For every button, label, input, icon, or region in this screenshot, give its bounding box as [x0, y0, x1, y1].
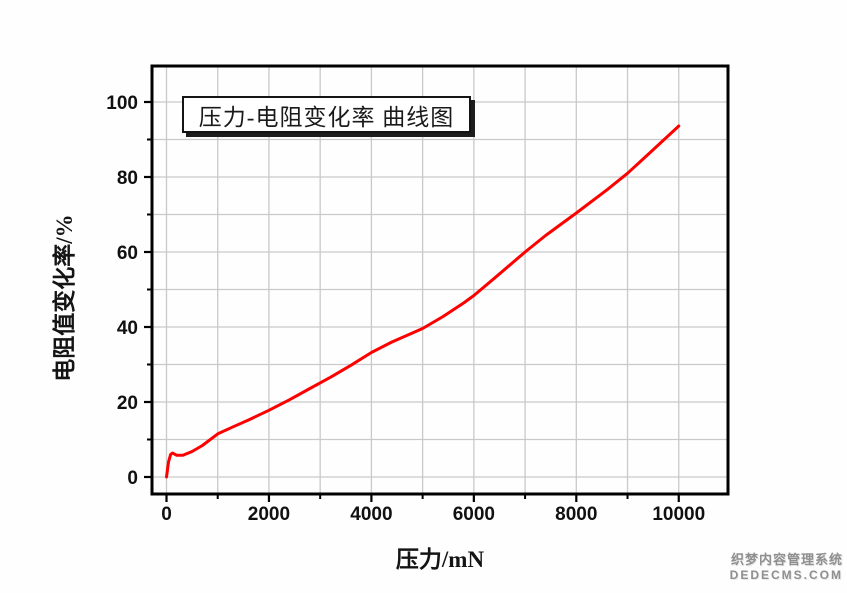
x-tick-label: 0 [161, 504, 172, 525]
axis-ticks [144, 100, 680, 502]
y-tick-label: 80 [117, 168, 138, 189]
watermark: 织梦内容管理系统 DEDECMS.COM [730, 552, 843, 583]
chart-title: 压力-电阻变化率 曲线图 [198, 104, 455, 130]
chart-title-box: 压力-电阻变化率 曲线图 [182, 96, 471, 133]
y-tick-label: 20 [117, 393, 138, 414]
plot-border [150, 64, 730, 496]
y-axis-label: 电阻值变化率/% [52, 214, 77, 382]
tick-labels: 0 2000 4000 6000 8000 10000 0 20 40 60 80 100 [106, 93, 705, 525]
watermark-cn-text: 织梦内容管理系统 [730, 551, 843, 567]
y-tick-label: 100 [106, 93, 138, 114]
x-tick-label: 2000 [248, 504, 290, 525]
y-tick-label: 60 [117, 243, 138, 264]
watermark-site-text: DEDECMS.COM [729, 568, 843, 582]
x-axis-label: 压力/mN [395, 547, 485, 572]
gridlines [152, 66, 728, 494]
data-curve [165, 124, 681, 479]
series-line [165, 124, 681, 479]
x-tick-label: 4000 [350, 504, 392, 525]
y-tick-label: 40 [117, 318, 138, 339]
x-tick-label: 10000 [652, 504, 705, 525]
y-tick-label: 0 [127, 468, 138, 489]
plot-frame [150, 64, 730, 496]
x-tick-label: 8000 [555, 504, 597, 525]
x-tick-label: 6000 [453, 504, 495, 525]
